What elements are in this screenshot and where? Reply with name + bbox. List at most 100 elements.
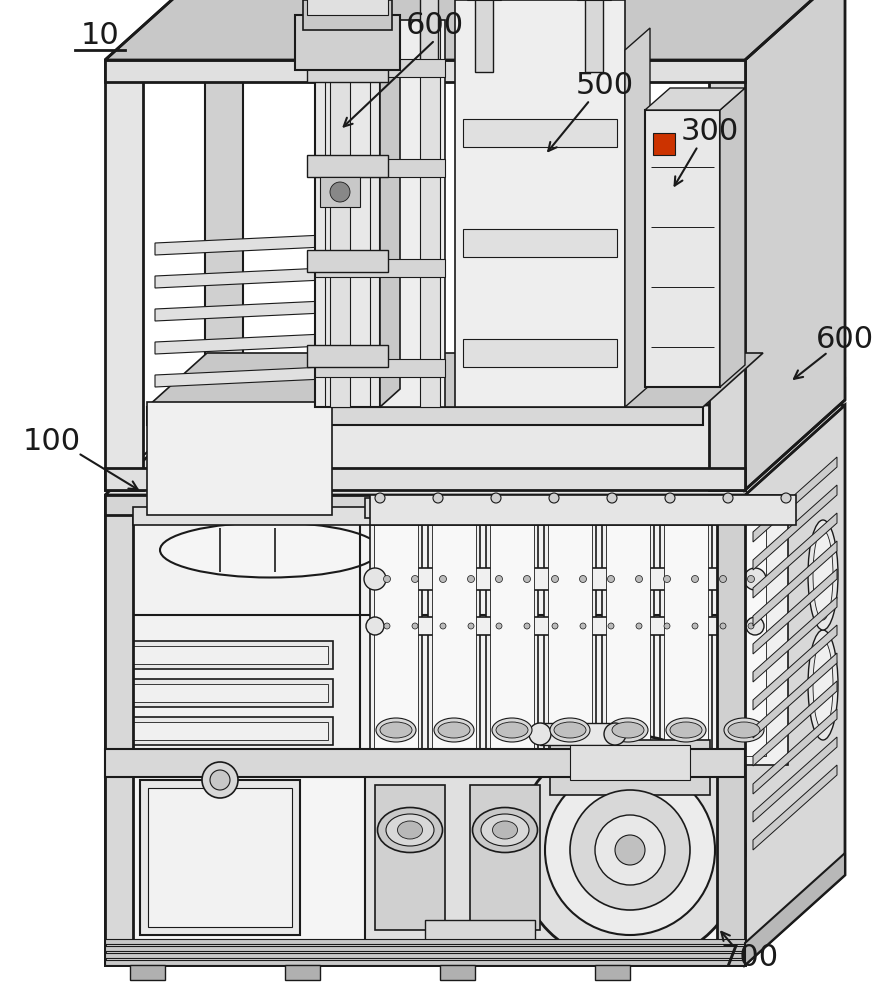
Ellipse shape: [808, 630, 838, 740]
Circle shape: [748, 576, 755, 582]
Bar: [365, 498, 781, 518]
Polygon shape: [753, 485, 837, 570]
Circle shape: [468, 623, 474, 629]
Ellipse shape: [666, 718, 706, 742]
Ellipse shape: [550, 718, 590, 742]
Bar: [105, 939, 745, 944]
Text: 10: 10: [80, 20, 119, 49]
Bar: [425, 920, 535, 950]
Ellipse shape: [813, 530, 833, 620]
Text: 100: 100: [23, 428, 81, 456]
Polygon shape: [105, 405, 845, 495]
Polygon shape: [155, 268, 324, 288]
Bar: [370, 510, 422, 760]
Text: 600: 600: [816, 326, 874, 355]
Polygon shape: [155, 301, 324, 321]
Bar: [718, 510, 770, 760]
Bar: [307, 345, 388, 367]
Ellipse shape: [604, 723, 626, 745]
Bar: [285, 965, 320, 980]
Bar: [722, 514, 766, 756]
Bar: [307, 250, 388, 272]
Circle shape: [411, 576, 418, 582]
Bar: [105, 749, 745, 777]
Bar: [320, 177, 360, 207]
Bar: [147, 407, 703, 425]
Circle shape: [665, 493, 675, 503]
Ellipse shape: [728, 722, 760, 738]
Circle shape: [748, 623, 754, 629]
Polygon shape: [745, 853, 845, 965]
Bar: [123, 679, 333, 707]
Circle shape: [433, 493, 443, 503]
Ellipse shape: [608, 718, 648, 742]
Polygon shape: [753, 709, 837, 794]
Bar: [664, 514, 708, 756]
Circle shape: [524, 623, 530, 629]
Polygon shape: [753, 457, 837, 542]
Ellipse shape: [670, 722, 702, 738]
Polygon shape: [645, 88, 745, 110]
Circle shape: [439, 576, 446, 582]
Bar: [365, 775, 595, 945]
Ellipse shape: [386, 814, 434, 846]
Circle shape: [202, 762, 238, 798]
Ellipse shape: [160, 522, 380, 578]
Bar: [307, 155, 388, 177]
Circle shape: [552, 576, 559, 582]
Ellipse shape: [376, 718, 416, 742]
Bar: [105, 960, 745, 965]
Polygon shape: [753, 597, 837, 682]
Polygon shape: [147, 353, 763, 407]
Bar: [133, 507, 717, 525]
Polygon shape: [720, 88, 745, 387]
Bar: [315, 359, 445, 377]
Circle shape: [468, 576, 475, 582]
Bar: [470, 785, 540, 930]
Bar: [128, 722, 328, 740]
Ellipse shape: [380, 722, 412, 738]
Bar: [606, 514, 650, 756]
Bar: [105, 468, 745, 490]
Circle shape: [440, 623, 446, 629]
Bar: [307, 0, 388, 15]
Text: 500: 500: [576, 70, 634, 100]
Bar: [105, 946, 745, 951]
Bar: [315, 59, 445, 77]
Ellipse shape: [813, 640, 833, 730]
Bar: [128, 646, 328, 664]
Bar: [486, 510, 538, 760]
Bar: [544, 510, 596, 760]
Bar: [455, 0, 625, 407]
Bar: [432, 514, 476, 756]
Bar: [709, 60, 745, 490]
Circle shape: [608, 623, 614, 629]
Circle shape: [720, 623, 726, 629]
Bar: [645, 110, 720, 387]
Polygon shape: [753, 569, 837, 654]
Circle shape: [607, 576, 614, 582]
Ellipse shape: [481, 814, 529, 846]
Bar: [105, 943, 745, 965]
Bar: [123, 717, 333, 745]
Circle shape: [723, 493, 733, 503]
Circle shape: [210, 770, 230, 790]
Circle shape: [523, 576, 530, 582]
Circle shape: [720, 576, 727, 582]
Circle shape: [636, 576, 643, 582]
Circle shape: [384, 576, 391, 582]
Ellipse shape: [492, 718, 532, 742]
Bar: [307, 60, 388, 82]
Circle shape: [491, 493, 501, 503]
Ellipse shape: [366, 617, 384, 635]
Text: 300: 300: [681, 117, 739, 146]
Bar: [809, 0, 845, 400]
Circle shape: [545, 765, 715, 935]
Polygon shape: [753, 765, 837, 850]
Bar: [717, 495, 745, 965]
Polygon shape: [753, 513, 837, 598]
Bar: [303, 0, 392, 30]
Bar: [548, 514, 592, 756]
Circle shape: [691, 576, 698, 582]
Bar: [463, 339, 617, 367]
